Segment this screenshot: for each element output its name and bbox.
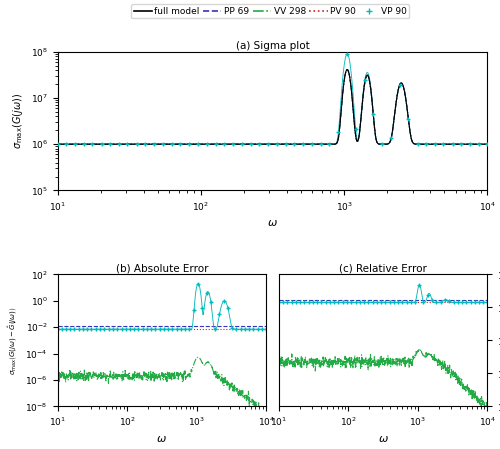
Y-axis label: $\sigma_{\mathrm{max}}\left(G(j\omega) - \hat{G}(j\omega)\right)$: $\sigma_{\mathrm{max}}\left(G(j\omega) -…: [6, 306, 20, 374]
Legend: full model, PP 69, VV 298, PV 90, VP 90: full model, PP 69, VV 298, PV 90, VP 90: [131, 4, 409, 18]
Y-axis label: $\sigma_{\mathrm{max}}\left(G(j\omega)\right)$: $\sigma_{\mathrm{max}}\left(G(j\omega)\r…: [11, 93, 25, 149]
X-axis label: $\omega$: $\omega$: [156, 434, 168, 444]
Title: (a) Sigma plot: (a) Sigma plot: [236, 41, 310, 51]
Title: (b) Absolute Error: (b) Absolute Error: [116, 264, 208, 273]
X-axis label: $\omega$: $\omega$: [267, 218, 278, 228]
Title: (c) Relative Error: (c) Relative Error: [339, 264, 427, 273]
X-axis label: $\omega$: $\omega$: [378, 434, 388, 444]
